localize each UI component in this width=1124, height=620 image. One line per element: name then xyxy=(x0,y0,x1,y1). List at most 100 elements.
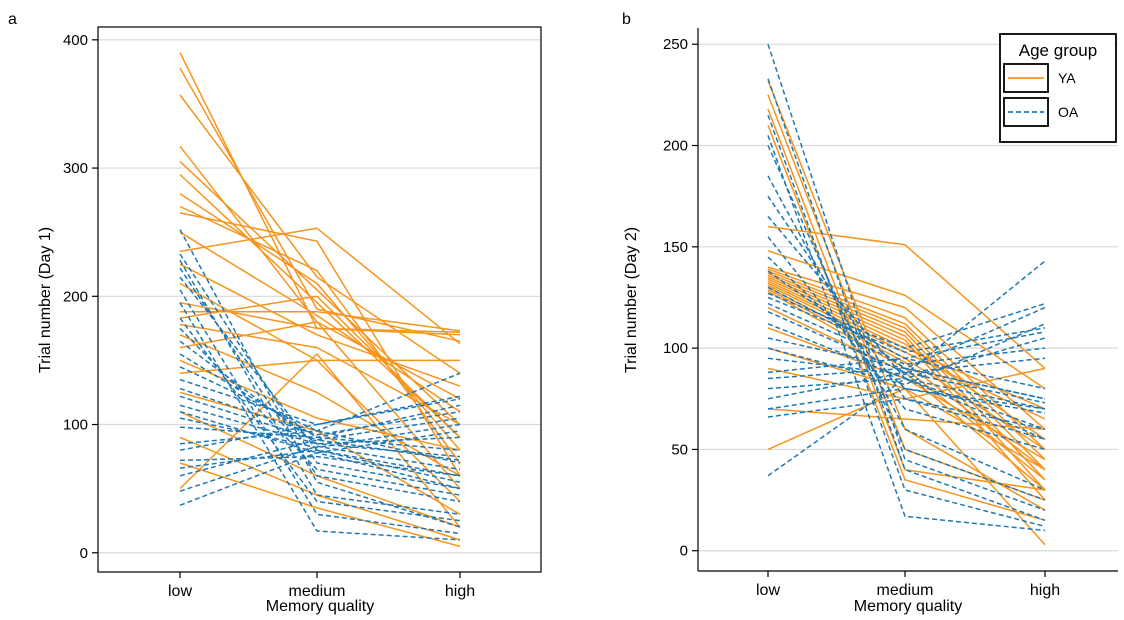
line-a-oa-3 xyxy=(179,267,461,503)
line-a-ya-23 xyxy=(179,436,461,541)
ytick-label-b-5: 250 xyxy=(663,36,688,53)
line-b-ya-5 xyxy=(767,250,1046,390)
line-b-oa-19 xyxy=(767,260,1046,376)
line-b-oa-3 xyxy=(767,135,1046,532)
line-b-ya-17 xyxy=(767,288,1046,471)
panel-b-xticks: low medium high xyxy=(756,571,1060,599)
line-a-oa-11 xyxy=(179,366,461,464)
legend-label-ya: YA xyxy=(1058,70,1076,86)
panel-b-ylabel: Trial number (Day 2) xyxy=(623,227,640,373)
line-b-oa-21 xyxy=(767,367,1046,400)
line-a-ya-22 xyxy=(179,411,461,528)
ytick-label-a-0: 0 xyxy=(80,545,88,562)
series-a-ya xyxy=(179,52,461,548)
line-b-ya-3 xyxy=(767,125,1046,522)
panel-b-series xyxy=(767,43,1046,546)
line-b-ya-13 xyxy=(767,280,1046,440)
ytick-label-b-1: 50 xyxy=(671,441,688,458)
panel-a-xlabel: Memory quality xyxy=(266,598,374,615)
legend-title: Age group xyxy=(1019,41,1097,60)
line-b-oa-24 xyxy=(767,387,1046,414)
line-a-ya-9 xyxy=(179,231,461,413)
line-b-oa-1 xyxy=(767,78,1046,522)
panel-a-frame xyxy=(97,26,542,573)
ytick-label-b-3: 150 xyxy=(663,239,688,256)
line-a-oa-23 xyxy=(179,439,461,477)
line-a-oa-17 xyxy=(179,417,461,449)
line-a-oa-18 xyxy=(179,404,461,439)
line-b-oa-4 xyxy=(767,145,1046,501)
panel-b-yticks: 0 50 100 150 200 250 xyxy=(663,36,698,560)
line-b-ya-11 xyxy=(767,276,1046,491)
line-b-ya-12 xyxy=(767,278,1046,501)
line-b-ya-23 xyxy=(767,408,1046,430)
line-b-oa-13 xyxy=(767,296,1046,353)
ytick-label-a-1: 100 xyxy=(63,417,88,434)
legend-box xyxy=(999,33,1117,143)
line-a-oa-13 xyxy=(179,387,461,436)
line-a-ya-10 xyxy=(179,227,461,345)
xtick-label-a-1: medium xyxy=(289,583,346,600)
ytick-label-b-0: 0 xyxy=(680,543,688,560)
line-b-ya-9 xyxy=(767,272,1046,471)
panel-b-letter: b xyxy=(622,11,631,28)
line-b-oa-14 xyxy=(767,302,1046,366)
xtick-label-a-0: low xyxy=(168,583,192,600)
line-b-ya-8 xyxy=(767,270,1046,461)
line-a-ya-14 xyxy=(180,310,461,332)
line-a-ya-5 xyxy=(179,173,461,438)
panel-b: b 0 50 100 150 200 250 low medium high Trial nu… xyxy=(622,11,1118,615)
line-a-ya-17 xyxy=(179,334,461,477)
line-a-ya-15 xyxy=(179,295,461,438)
ytick-label-b-2: 100 xyxy=(663,340,688,357)
line-b-oa-12 xyxy=(767,292,1046,349)
line-a-ya-4 xyxy=(179,161,461,426)
line-a-oa-8 xyxy=(179,327,461,496)
line-a-oa-1 xyxy=(179,253,461,490)
line-b-oa-0 xyxy=(767,43,1046,511)
panel-a-xticks: low medium high xyxy=(168,572,475,600)
line-a-oa-22 xyxy=(179,449,461,483)
panel-a-letter: a xyxy=(8,11,17,28)
line-b-oa-18 xyxy=(767,323,1046,386)
line-a-oa-21 xyxy=(179,455,461,477)
xtick-label-a-2: high xyxy=(445,583,475,600)
line-a-ya-8 xyxy=(179,212,461,477)
line-a-oa-19 xyxy=(179,372,461,445)
line-b-oa-8 xyxy=(767,236,1046,451)
line-b-ya-2 xyxy=(767,108,1046,491)
ytick-label-a-2: 200 xyxy=(63,288,88,305)
line-b-oa-7 xyxy=(767,215,1046,430)
line-b-oa-9 xyxy=(767,256,1046,410)
line-a-oa-25 xyxy=(179,451,461,507)
line-b-oa-15 xyxy=(767,311,1046,374)
panel-a-ylabel: Trial number (Day 1) xyxy=(37,227,54,373)
panel-a-grid xyxy=(98,39,541,554)
legend-label-oa: OA xyxy=(1058,104,1079,120)
line-a-oa-7 xyxy=(179,317,461,522)
ytick-label-a-3: 300 xyxy=(63,160,88,177)
line-b-oa-20 xyxy=(767,331,1046,374)
line-b-oa-25 xyxy=(767,398,1046,430)
line-a-ya-2 xyxy=(179,94,461,374)
panel-a-series xyxy=(179,52,461,548)
line-a-oa-14 xyxy=(179,395,461,441)
legend: Age group YA OA xyxy=(999,33,1117,143)
xtick-label-b-1: medium xyxy=(877,582,934,599)
line-b-oa-2 xyxy=(767,114,1046,528)
series-a-oa xyxy=(179,229,461,541)
line-a-ya-11 xyxy=(179,263,461,387)
line-a-ya-16 xyxy=(179,323,461,426)
line-a-ya-20 xyxy=(179,359,461,503)
line-b-oa-23 xyxy=(767,371,1046,404)
line-a-ya-24 xyxy=(179,462,461,548)
xtick-label-b-2: high xyxy=(1030,582,1060,599)
line-a-oa-24 xyxy=(179,445,461,492)
line-b-oa-26 xyxy=(767,377,1046,477)
line-a-oa-6 xyxy=(179,302,461,541)
series-b-ya xyxy=(767,80,1046,546)
ytick-label-b-4: 200 xyxy=(663,138,688,155)
panel-b-xlabel: Memory quality xyxy=(854,598,962,615)
